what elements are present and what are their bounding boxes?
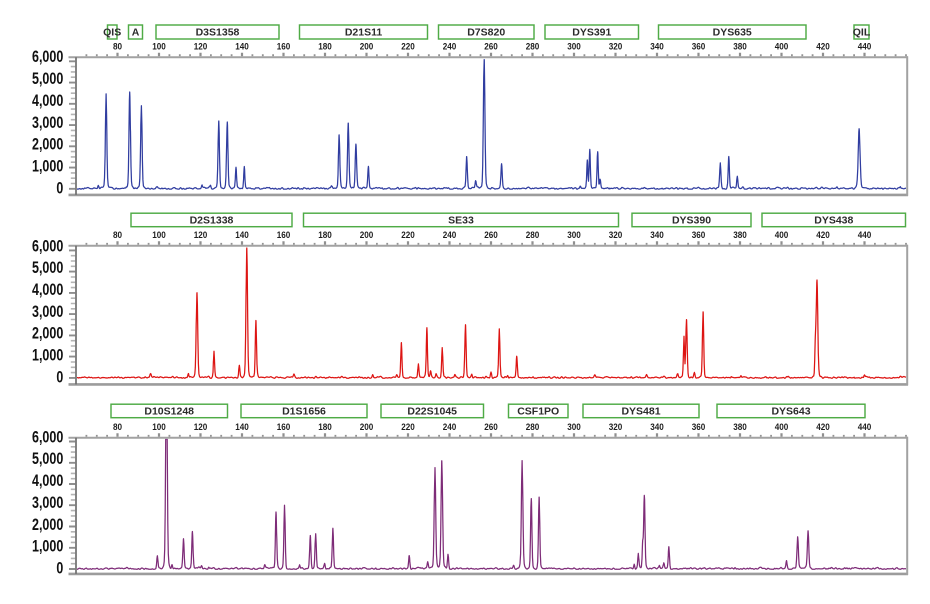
- svg-text:320: 320: [609, 41, 623, 51]
- svg-text:80: 80: [113, 41, 122, 51]
- svg-text:120: 120: [194, 422, 208, 432]
- svg-text:80: 80: [113, 422, 122, 432]
- svg-text:80: 80: [113, 230, 122, 240]
- svg-text:380: 380: [733, 230, 747, 240]
- svg-text:5,000: 5,000: [32, 259, 63, 277]
- svg-text:120: 120: [194, 41, 208, 51]
- svg-text:D3S1358: D3S1358: [196, 27, 240, 39]
- svg-text:420: 420: [816, 422, 830, 432]
- svg-text:280: 280: [526, 41, 540, 51]
- svg-text:420: 420: [816, 41, 830, 51]
- svg-text:100: 100: [152, 422, 166, 432]
- svg-text:0: 0: [56, 560, 63, 578]
- svg-text:140: 140: [235, 41, 249, 51]
- svg-text:4,000: 4,000: [32, 281, 63, 299]
- svg-text:380: 380: [733, 422, 747, 432]
- svg-text:140: 140: [235, 230, 249, 240]
- svg-text:340: 340: [650, 41, 664, 51]
- svg-text:200: 200: [360, 230, 374, 240]
- svg-text:100: 100: [152, 41, 166, 51]
- svg-text:220: 220: [401, 41, 415, 51]
- svg-text:D7S820: D7S820: [467, 27, 505, 39]
- svg-text:440: 440: [858, 41, 872, 51]
- svg-text:300: 300: [567, 422, 581, 432]
- svg-text:4,000: 4,000: [32, 92, 63, 110]
- svg-text:QIL: QIL: [853, 27, 871, 39]
- svg-text:200: 200: [360, 422, 374, 432]
- svg-text:D1S1656: D1S1656: [282, 405, 326, 417]
- svg-text:3,000: 3,000: [32, 303, 63, 321]
- svg-text:3,000: 3,000: [32, 494, 63, 512]
- svg-text:300: 300: [567, 230, 581, 240]
- svg-text:0: 0: [56, 368, 63, 386]
- svg-text:240: 240: [443, 422, 457, 432]
- svg-text:240: 240: [443, 41, 457, 51]
- svg-text:180: 180: [318, 230, 332, 240]
- svg-text:5,000: 5,000: [32, 70, 63, 88]
- svg-text:0: 0: [56, 179, 63, 197]
- svg-text:340: 340: [650, 230, 664, 240]
- svg-text:DYS438: DYS438: [814, 214, 853, 226]
- svg-text:160: 160: [277, 422, 291, 432]
- svg-text:400: 400: [775, 422, 789, 432]
- svg-text:2,000: 2,000: [32, 516, 63, 534]
- svg-text:180: 180: [318, 41, 332, 51]
- svg-text:4,000: 4,000: [32, 472, 63, 490]
- svg-text:160: 160: [277, 230, 291, 240]
- svg-text:1,000: 1,000: [32, 347, 63, 365]
- svg-text:SE33: SE33: [448, 214, 474, 226]
- svg-text:280: 280: [526, 230, 540, 240]
- svg-text:DYS643: DYS643: [771, 405, 810, 417]
- svg-text:CSF1PO: CSF1PO: [517, 405, 559, 417]
- svg-text:380: 380: [733, 41, 747, 51]
- svg-text:440: 440: [858, 422, 872, 432]
- svg-text:5,000: 5,000: [32, 450, 63, 468]
- svg-text:1,000: 1,000: [32, 538, 63, 556]
- svg-text:220: 220: [401, 422, 415, 432]
- svg-text:200: 200: [360, 41, 374, 51]
- svg-text:320: 320: [609, 422, 623, 432]
- svg-text:360: 360: [692, 230, 706, 240]
- svg-text:320: 320: [609, 230, 623, 240]
- svg-text:300: 300: [567, 41, 581, 51]
- svg-text:120: 120: [194, 230, 208, 240]
- svg-text:260: 260: [484, 422, 498, 432]
- svg-text:360: 360: [692, 422, 706, 432]
- svg-text:6,000: 6,000: [32, 237, 63, 255]
- svg-text:400: 400: [775, 230, 789, 240]
- svg-text:6,000: 6,000: [32, 428, 63, 446]
- svg-text:DYS390: DYS390: [672, 214, 711, 226]
- svg-text:DYS481: DYS481: [621, 405, 660, 417]
- svg-text:360: 360: [692, 41, 706, 51]
- svg-text:340: 340: [650, 422, 664, 432]
- svg-text:220: 220: [401, 230, 415, 240]
- svg-text:280: 280: [526, 422, 540, 432]
- svg-text:DYS391: DYS391: [572, 27, 611, 39]
- svg-text:160: 160: [277, 41, 291, 51]
- svg-text:260: 260: [484, 230, 498, 240]
- svg-text:DYS635: DYS635: [713, 27, 752, 39]
- svg-text:QIS: QIS: [103, 27, 121, 39]
- svg-text:1,000: 1,000: [32, 158, 63, 176]
- svg-text:D22S1045: D22S1045: [407, 405, 457, 417]
- svg-text:6,000: 6,000: [32, 48, 63, 66]
- svg-text:A: A: [132, 27, 140, 39]
- svg-text:180: 180: [318, 422, 332, 432]
- svg-text:260: 260: [484, 41, 498, 51]
- svg-text:D21S11: D21S11: [345, 27, 383, 39]
- svg-text:240: 240: [443, 230, 457, 240]
- svg-text:D10S1248: D10S1248: [144, 405, 194, 417]
- svg-text:420: 420: [816, 230, 830, 240]
- svg-text:100: 100: [152, 230, 166, 240]
- svg-text:D2S1338: D2S1338: [190, 214, 234, 226]
- svg-text:2,000: 2,000: [32, 136, 63, 154]
- svg-text:3,000: 3,000: [32, 114, 63, 132]
- svg-text:2,000: 2,000: [32, 325, 63, 343]
- svg-text:400: 400: [775, 41, 789, 51]
- svg-text:440: 440: [858, 230, 872, 240]
- svg-text:140: 140: [235, 422, 249, 432]
